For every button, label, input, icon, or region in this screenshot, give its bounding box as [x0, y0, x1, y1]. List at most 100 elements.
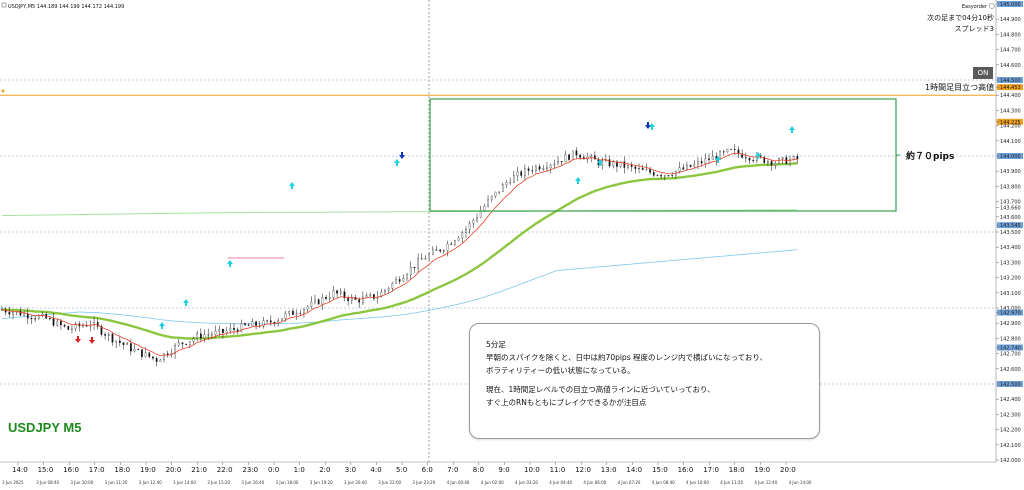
candle-body [553, 163, 556, 166]
candle-body [774, 163, 777, 166]
candle-body [37, 315, 40, 319]
candle-body [163, 353, 165, 361]
candle-body [262, 320, 265, 327]
price-label: 144.453 [1000, 85, 1021, 91]
candle-body [479, 210, 482, 218]
candle-body [627, 165, 629, 168]
buy-arrow-icon [159, 322, 165, 329]
price-label-bg [997, 309, 1023, 316]
price-label-bg [997, 344, 1023, 351]
candle-body [767, 161, 769, 163]
candle-body [527, 168, 530, 171]
candle-body [19, 311, 22, 316]
candle-body [590, 155, 593, 158]
candle-body [277, 320, 280, 324]
candle-body [196, 333, 199, 340]
price-label: 143.700 [1000, 200, 1021, 206]
candle-body [347, 297, 349, 301]
date-label: 3 Jun 08:40 [36, 480, 59, 485]
date-label: 3 Jun 20:40 [344, 480, 367, 485]
time-axis[interactable]: 14:0 15:0 16:0 17:0 18:0 19:0 20:0 21:0 22:0 23:0… [2, 462, 812, 485]
candle-body [663, 175, 666, 177]
price-label: 144.200 [1000, 124, 1021, 130]
buy-arrow-icon [715, 156, 721, 163]
candle-body [365, 295, 368, 298]
resistance-label: 1時間足目立つ高値 [925, 82, 994, 92]
candle-body [748, 158, 751, 161]
commentary-box: 5分足 早朝のスパイクを除くと、日中は約70pips 程度のレンジ内で横ばいにな… [469, 323, 820, 439]
date-label: 4 Jun 04:40 [549, 480, 572, 485]
price-label: 144.800 [1000, 32, 1021, 38]
price-label: 142.000 [1000, 458, 1021, 464]
price-label-bg [997, 381, 1023, 387]
price-label: 142.400 [1000, 397, 1021, 403]
candle-body [435, 249, 438, 251]
price-label: 142.970 [1000, 311, 1021, 317]
time-label: 21:0 [191, 466, 207, 474]
time-label: 16:0 [63, 466, 79, 474]
price-label: 143.660 [1000, 206, 1021, 212]
time-label: 0:0 [268, 466, 279, 474]
candle-body [516, 171, 519, 176]
candle-body [546, 167, 548, 169]
candle-body [439, 249, 442, 252]
candle-body [457, 237, 460, 241]
price-label: 143.000 [1000, 306, 1021, 312]
time-label: 5:0 [396, 466, 407, 474]
candle-body [218, 328, 221, 332]
candle-body [697, 161, 699, 165]
candle-body [155, 358, 158, 362]
candle-body [225, 330, 228, 333]
candle-body [689, 164, 692, 167]
candle-body [12, 312, 14, 315]
candle-body [251, 321, 254, 326]
easyorder-toggle-icon[interactable] [989, 3, 995, 9]
candle-body [266, 320, 268, 322]
buy-arrow-icon [183, 299, 189, 306]
candle-body [152, 356, 154, 359]
date-label: 3 Jun 14:00 [173, 480, 196, 485]
sell-arrow-icon [399, 152, 405, 159]
candle-body [616, 161, 618, 167]
candle-body [722, 151, 725, 153]
candle-body [693, 163, 696, 167]
price-label: 142.100 [1000, 443, 1021, 449]
date-label: 4 Jun 10:00 [686, 480, 709, 485]
candle-body [608, 159, 611, 167]
time-label: 6:0 [422, 466, 433, 474]
price-axis[interactable]: 145.000 144.900 144.800 144.700 144.600 144.5… [996, 1, 1023, 464]
symbol-dropdown-icon[interactable] [1, 2, 7, 8]
price-label: 143.200 [1000, 276, 1021, 282]
range-label: 約７０pips [906, 150, 954, 162]
buy-arrow-icon [789, 126, 795, 133]
time-label: 18:0 [729, 466, 745, 474]
price-label: 142.800 [1000, 336, 1021, 342]
candle-body [660, 175, 662, 177]
candle-body [104, 334, 106, 336]
candle-body [667, 175, 670, 177]
time-label: 23:0 [242, 466, 258, 474]
sell-arrow-icon [645, 122, 651, 129]
candle-body [96, 322, 99, 327]
date-label: 4 Jun 08:40 [652, 480, 675, 485]
date-label: 4 Jun 14:00 [789, 480, 812, 485]
candle-body [93, 322, 95, 326]
symbol-info: USDJPY,M5 144.189 144.199 144.172 144.19… [8, 4, 124, 10]
price-label: 144.700 [1000, 48, 1021, 54]
candle-body [531, 170, 534, 172]
candle-body [520, 171, 523, 176]
buy-arrow-icon [649, 123, 655, 130]
candle-body [63, 324, 66, 327]
ema-fast-line [1, 152, 798, 357]
candle-body [744, 157, 747, 159]
candle-body [343, 291, 346, 298]
candle-body [222, 328, 224, 333]
time-label: 14:0 [626, 466, 642, 474]
on-toggle-button[interactable]: ON [973, 67, 993, 79]
candle-body [23, 313, 25, 316]
candle-body [49, 318, 51, 320]
candle-body [56, 320, 59, 326]
candle-body [726, 149, 729, 152]
resistance-anchor[interactable] [1, 89, 5, 93]
buy-arrow-icon [289, 182, 295, 189]
